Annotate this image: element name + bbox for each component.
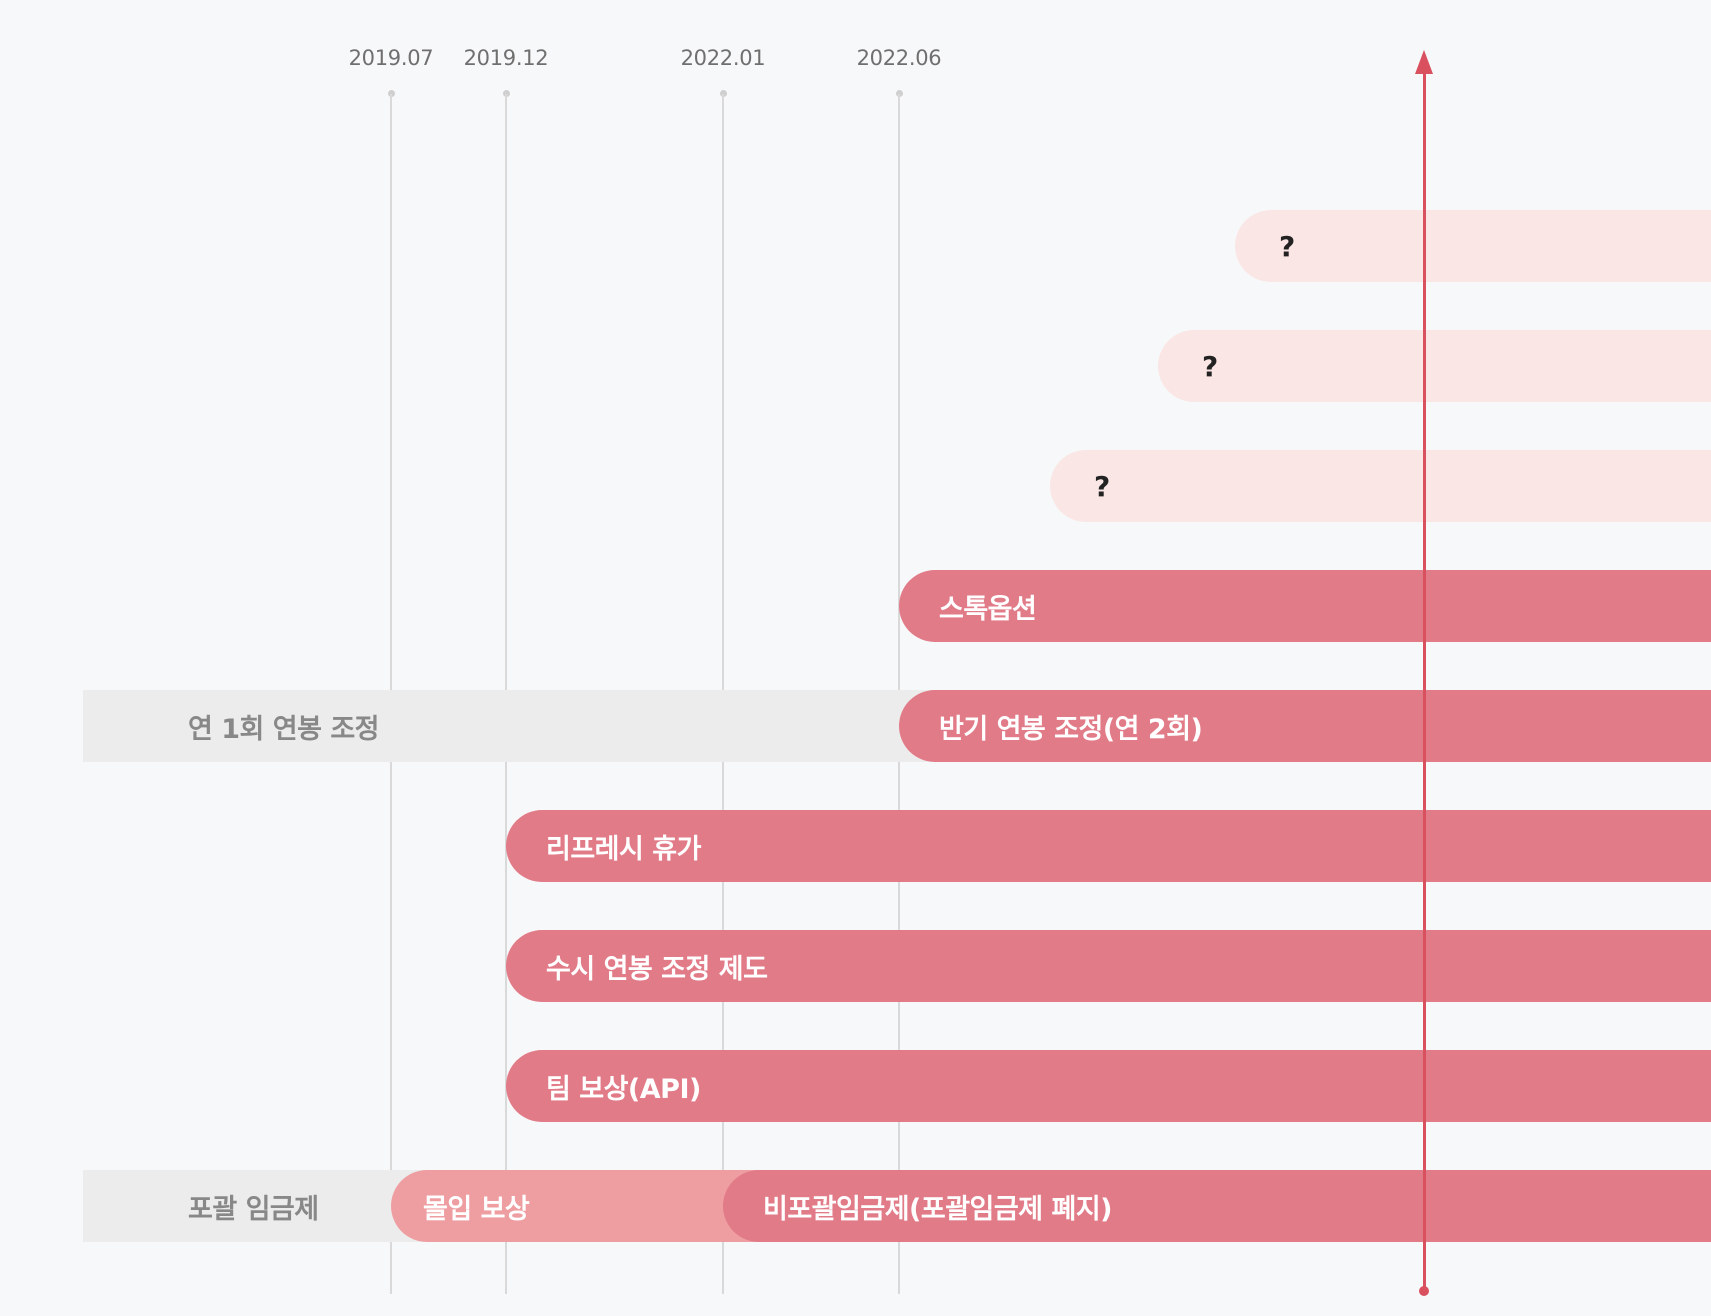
tick-dot [719,90,727,97]
policy-bar: 스톡옵션 [899,570,1711,642]
arrow-up-icon [1415,50,1433,74]
previous-policy-label: 연 1회 연봉 조정 [188,713,380,745]
upcoming-policy-bar: ? [1050,450,1711,522]
tick-label: 2019.07 [348,46,434,70]
current-time-marker [1423,60,1426,1290]
tick-label: 2022.06 [856,46,942,70]
upcoming-policy-label: ? [1094,469,1110,503]
policy-bar: 수시 연봉 조정 제도 [506,930,1711,1002]
policy-label: 수시 연봉 조정 제도 [546,953,768,985]
policy-label: 반기 연봉 조정(연 2회) [939,713,1203,745]
intermediate-policy-label: 몰입 보상 [423,1193,530,1225]
previous-policy-label: 포괄 임금제 [188,1193,319,1225]
policy-bar: 반기 연봉 조정(연 2회) [899,690,1711,762]
policy-bar: 비포괄임금제(포괄임금제 폐지) [723,1170,1711,1242]
tick-dot [895,90,903,97]
tick-label: 2022.01 [680,46,766,70]
policy-bar: 리프레시 휴가 [506,810,1711,882]
current-time-marker-dot [1419,1286,1429,1296]
tick-dot [502,90,510,97]
policy-bar: 팀 보상(API) [506,1050,1711,1122]
policy-label: 스톡옵션 [939,593,1037,625]
upcoming-policy-bar: ? [1235,210,1711,282]
upcoming-policy-label: ? [1279,229,1295,263]
policy-label: 팀 보상(API) [546,1073,701,1105]
policy-label: 비포괄임금제(포괄임금제 폐지) [763,1193,1113,1225]
upcoming-policy-bar: ? [1158,330,1711,402]
tick-label: 2019.12 [463,46,549,70]
policy-label: 리프레시 휴가 [546,833,701,865]
tick-dot [387,90,395,97]
upcoming-policy-label: ? [1202,349,1218,383]
